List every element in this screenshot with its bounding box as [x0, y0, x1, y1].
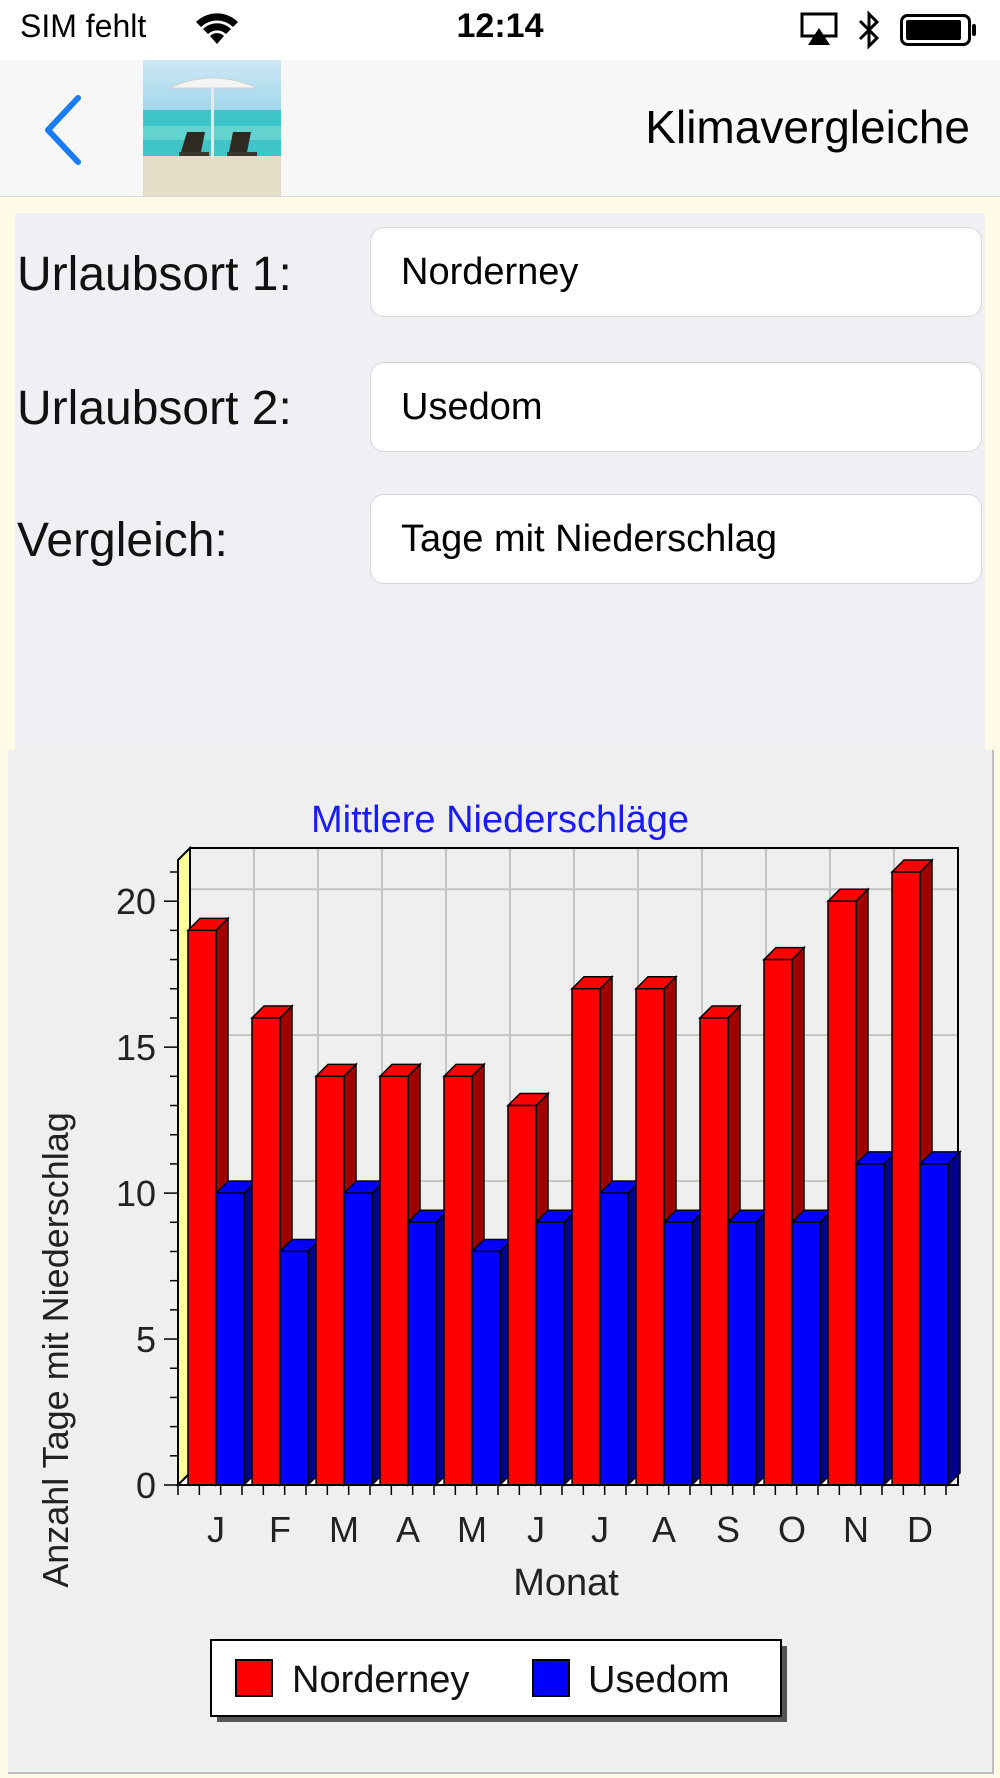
y-axis-label: Anzahl Tage mit Niederschlag — [35, 1112, 76, 1588]
bar-front — [471, 1250, 501, 1486]
wifi-icon — [196, 13, 238, 44]
legend-label-norderney: Norderney — [292, 1659, 469, 1701]
x-tick-label: J — [591, 1509, 609, 1550]
x-tick-label: J — [527, 1509, 545, 1550]
bar-usedom — [342, 1179, 386, 1487]
y-tick-label: 20 — [116, 881, 156, 922]
bar-front — [279, 1250, 309, 1486]
comparison-label: Vergleich: — [17, 514, 228, 567]
bar-front — [187, 929, 217, 1486]
bar-front — [443, 1075, 473, 1486]
location2-label: Urlaubsort 2: — [17, 382, 292, 435]
bar-usedom — [918, 1150, 962, 1487]
bar-usedom — [214, 1179, 258, 1487]
clock: 12:14 — [456, 7, 544, 45]
bar-front — [827, 900, 857, 1486]
bar-front — [855, 1163, 885, 1486]
x-tick-label: A — [396, 1509, 420, 1550]
bar-front — [919, 1163, 949, 1486]
x-tick-label: N — [843, 1509, 869, 1550]
bar-side — [947, 1150, 961, 1487]
bar-front — [535, 1221, 565, 1486]
battery-icon — [900, 14, 976, 46]
bar-front — [727, 1221, 757, 1486]
y-tick-label: 10 — [116, 1173, 156, 1214]
bar-front — [315, 1075, 345, 1486]
y-tick-label: 15 — [116, 1027, 156, 1068]
x-axis-label: Monat — [513, 1562, 619, 1604]
legend-swatch-norderney — [235, 1659, 273, 1697]
bluetooth-icon — [858, 10, 880, 50]
x-tick-label: O — [778, 1509, 806, 1550]
bar-front — [407, 1221, 437, 1486]
x-tick-label: J — [207, 1509, 225, 1550]
bar-usedom — [854, 1150, 898, 1487]
x-tick-label: D — [907, 1509, 933, 1550]
selection-form: Urlaubsort 1: Norderney Urlaubsort 2: Us… — [15, 213, 985, 753]
beach-umbrella-thumbnail — [143, 60, 281, 196]
bar-front — [571, 988, 601, 1486]
bar-front — [663, 1221, 693, 1486]
bar-usedom — [662, 1208, 706, 1487]
bar-usedom — [598, 1179, 642, 1487]
bar-front — [791, 1221, 821, 1486]
bar-front — [699, 1017, 729, 1486]
bar-front — [251, 1017, 281, 1486]
x-tick-label: M — [457, 1509, 487, 1550]
legend-swatch-usedom — [532, 1659, 570, 1697]
bar-usedom — [470, 1237, 514, 1487]
chart-legend: Norderney Usedom — [210, 1639, 787, 1722]
bar-norderney — [698, 1004, 742, 1487]
x-tick-label: M — [329, 1509, 359, 1550]
bar-front — [891, 871, 921, 1486]
y-tick-label: 5 — [136, 1319, 156, 1360]
bar-front — [379, 1075, 409, 1486]
bar-front — [635, 988, 665, 1486]
location1-label: Urlaubsort 1: — [17, 248, 292, 301]
chart-panel: Mittlere Niederschläge Anzahl Tage mit N… — [8, 750, 994, 1774]
navigation-bar: Klimavergleiche — [0, 60, 1000, 197]
page-title: Klimavergleiche — [645, 101, 970, 153]
bar-usedom — [406, 1208, 450, 1487]
y-tick-label: 0 — [136, 1465, 156, 1506]
x-tick-label: S — [716, 1509, 740, 1550]
status-bar: SIM fehlt 12:14 — [0, 0, 1000, 60]
carrier-label: SIM fehlt — [20, 8, 147, 44]
legend-label-usedom: Usedom — [588, 1659, 730, 1701]
bar-front — [507, 1104, 537, 1486]
bar-usedom — [534, 1208, 578, 1487]
bar-usedom — [790, 1208, 834, 1487]
bar-front — [343, 1192, 373, 1486]
location1-field[interactable]: Norderney — [370, 227, 982, 317]
bar-front — [599, 1192, 629, 1486]
bar-front — [763, 958, 793, 1486]
bar-front — [215, 1192, 245, 1486]
location2-field[interactable]: Usedom — [370, 362, 982, 452]
airplay-icon — [800, 12, 838, 45]
comparison-field[interactable]: Tage mit Niederschlag — [370, 494, 982, 584]
precipitation-chart: Mittlere Niederschläge Anzahl Tage mit N… — [35, 799, 962, 1722]
bar-usedom — [726, 1208, 770, 1487]
chevron-left-icon[interactable] — [40, 92, 90, 168]
chart-title: Mittlere Niederschläge — [311, 799, 689, 841]
x-tick-label: A — [652, 1509, 676, 1550]
x-tick-label: F — [269, 1509, 291, 1550]
bar-usedom — [278, 1237, 322, 1487]
